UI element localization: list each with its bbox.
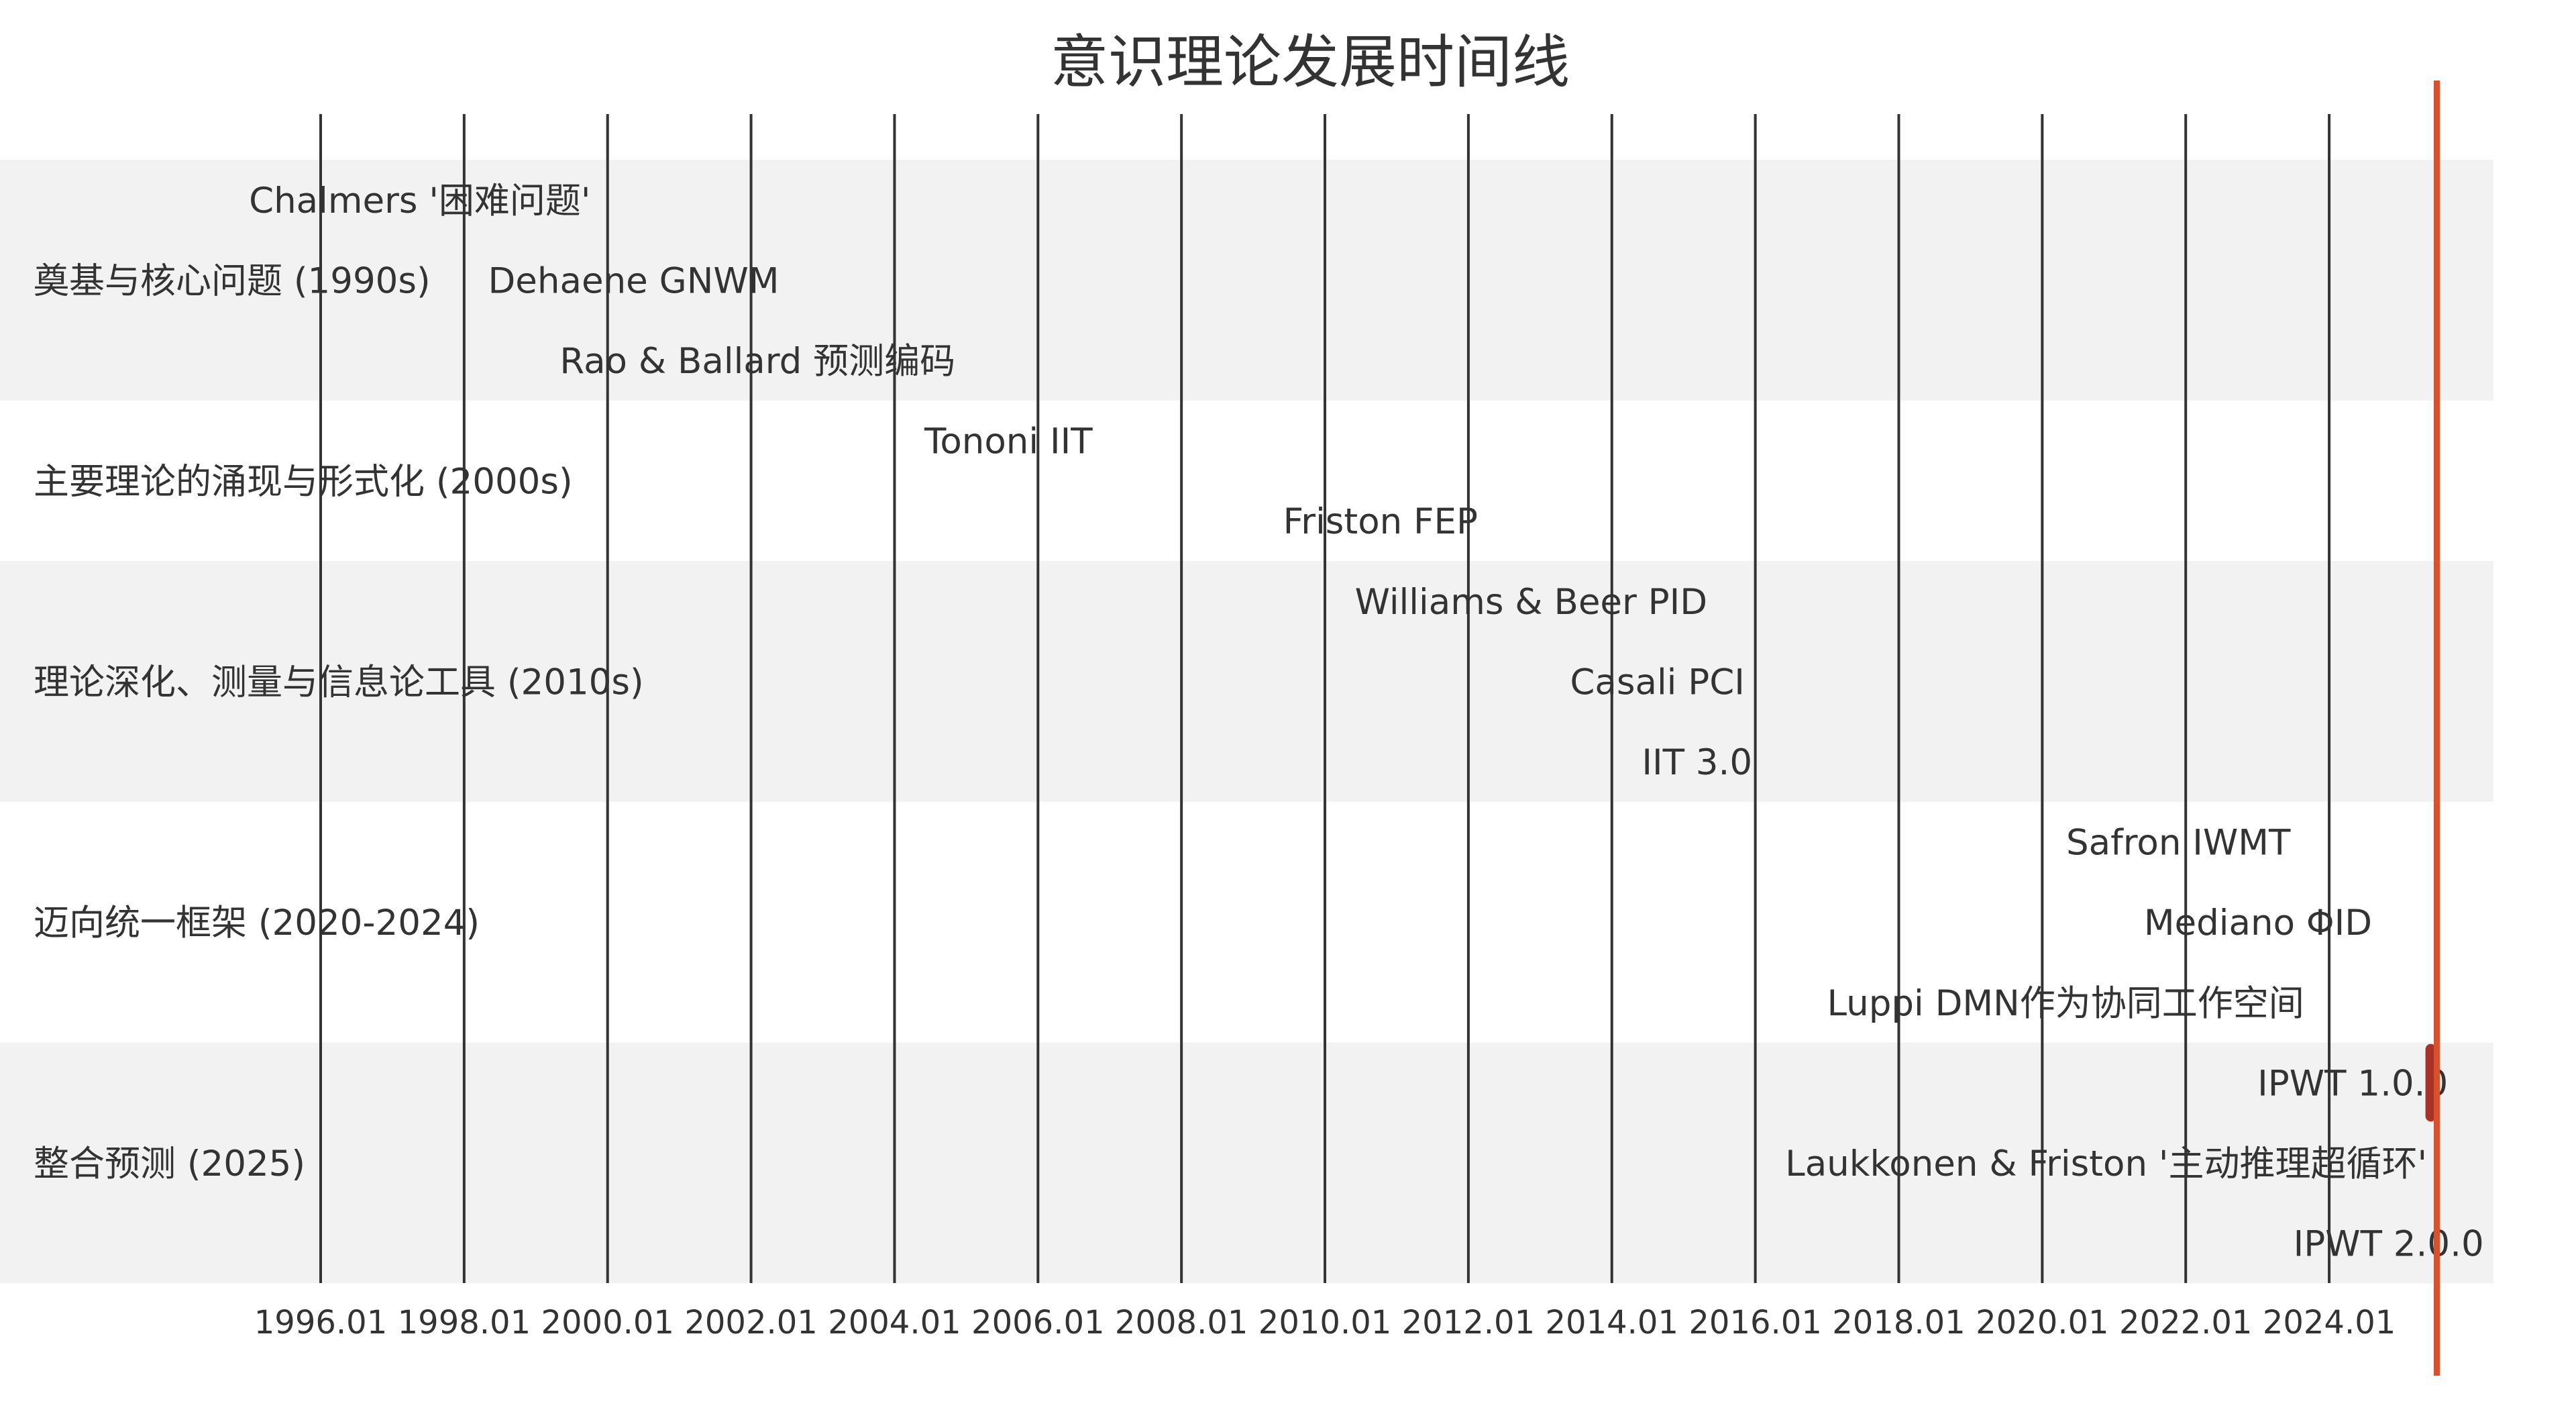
band-label: 奠基与核心问题 (1990s)	[34, 260, 431, 301]
x-tick-label: 2002.01	[684, 1304, 818, 1341]
events-layer: Chalmers '困难问题' Dehaene GNWM Rao & Ballard…	[249, 181, 2484, 1265]
event-label: Williams & Beer PID	[1355, 582, 1708, 623]
event-label: Dehaene GNWM	[488, 260, 780, 301]
event-label: Rao & Ballard 预测编码	[559, 341, 955, 382]
x-tick-label: 1998.01	[398, 1304, 531, 1341]
chart-title: 意识理论发展时间线	[1051, 29, 1570, 96]
band-background	[0, 1042, 2493, 1284]
x-tick-label: 2022.01	[2119, 1304, 2253, 1341]
event-label: IPWT 2.0.0	[2294, 1224, 2484, 1265]
event-label: Casali PCI	[1570, 662, 1744, 703]
event-label: IIT 3.0	[1642, 742, 1752, 783]
band-label: 主要理论的涌现与形式化 (2000s)	[34, 461, 573, 502]
x-tick-label: 2016.01	[1688, 1304, 1822, 1341]
grid-layer	[319, 114, 2331, 1283]
tick-labels-layer: 1996.01 1998.01 2000.01 2002.01 2004.01 2006.…	[254, 1304, 2396, 1341]
bands-layer	[0, 160, 2493, 1284]
x-tick-label: 2008.01	[1115, 1304, 1248, 1341]
event-label: Friston FEP	[1283, 501, 1478, 542]
x-tick-label: 2014.01	[1546, 1304, 1679, 1341]
highlight-marker	[2425, 1043, 2436, 1122]
x-tick-label: 1996.01	[254, 1304, 388, 1341]
marker-layer	[2425, 81, 2440, 1376]
x-tick-label: 2000.01	[541, 1304, 674, 1341]
event-label: Luppi DMN作为协同工作空间	[1827, 983, 2304, 1024]
band-background	[0, 561, 2493, 802]
x-tick-label: 2020.01	[1976, 1304, 2109, 1341]
band-label: 整合预测 (2025)	[34, 1143, 305, 1184]
x-tick-label: 2004.01	[828, 1304, 961, 1341]
band-label: 迈向统一框架 (2020-2024)	[34, 903, 480, 944]
event-label: Mediano ΦID	[2144, 903, 2372, 944]
x-tick-label: 2006.01	[971, 1304, 1105, 1341]
event-label: IPWT 1.0.0	[2257, 1063, 2448, 1104]
x-tick-label: 2012.01	[1402, 1304, 1536, 1341]
x-tick-label: 2024.01	[2263, 1304, 2396, 1341]
event-label: Chalmers '困难问题'	[249, 181, 590, 221]
x-tick-label: 2010.01	[1258, 1304, 1392, 1341]
x-tick-label: 2018.01	[1832, 1304, 1966, 1341]
event-label: Safron IWMT	[2066, 823, 2291, 864]
band-labels-layer: 奠基与核心问题 (1990s) 主要理论的涌现与形式化 (2000s) 理论深化、测…	[34, 260, 644, 1184]
band-background	[0, 160, 2493, 401]
band-label: 理论深化、测量与信息论工具 (2010s)	[34, 662, 644, 703]
event-label: Laukkonen & Friston '主动推理超循环'	[1785, 1143, 2427, 1184]
event-label: Tononi IIT	[924, 421, 1093, 462]
